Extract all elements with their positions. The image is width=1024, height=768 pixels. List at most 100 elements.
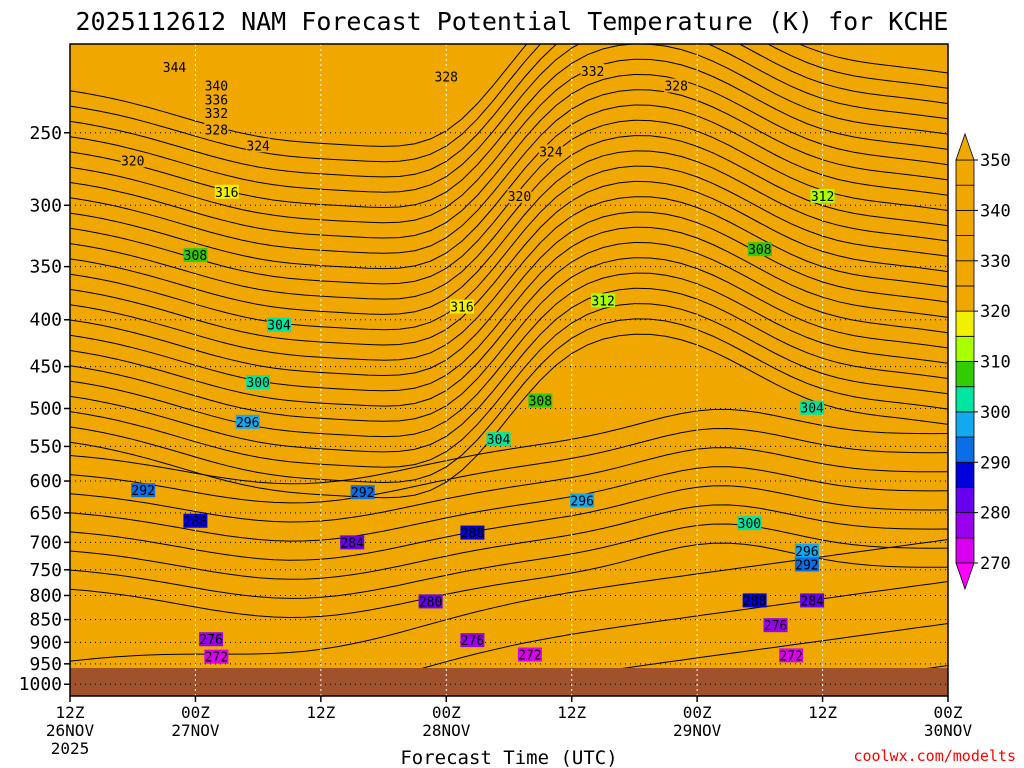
- ground-layer: [70, 668, 948, 696]
- x-tick-label-5-0: 00Z: [683, 703, 712, 722]
- contour-label-bg: [162, 60, 187, 75]
- contour-label-316: 316: [215, 186, 238, 201]
- isentrope-308k: [70, 272, 948, 438]
- contour-label-bg: [742, 593, 767, 608]
- contour-label-340: 340: [205, 80, 228, 95]
- x-tick-label-6-0: 12Z: [808, 703, 837, 722]
- colorbar-label-280: 280: [980, 504, 1011, 524]
- isentrope-332k: [70, 89, 948, 254]
- contour-label-bg: [350, 485, 375, 500]
- isentrope-310k: [70, 257, 948, 422]
- colorbar-label-300: 300: [980, 403, 1011, 423]
- contour-label-272: 272: [205, 651, 228, 666]
- contour-label-284: 284: [800, 594, 824, 609]
- contour-label-bg: [183, 248, 208, 263]
- colorbar-seg-345: [955, 159, 975, 186]
- contour-label-304: 304: [800, 402, 824, 417]
- colorbar-label-320: 320: [980, 302, 1011, 322]
- y-tick-label-800: 800: [29, 585, 62, 606]
- colorbar-seg-270: [955, 537, 975, 564]
- contour-label-336: 336: [205, 94, 228, 109]
- x-tick-label-5-1: 29NOV: [673, 721, 722, 740]
- contour-label-288: 288: [184, 515, 207, 530]
- contour-label-bg: [580, 63, 605, 78]
- contour-label-bg: [183, 513, 208, 528]
- isentrope-298k: [70, 408, 948, 485]
- contour-label-312: 312: [811, 190, 834, 205]
- contour-label-bg: [434, 69, 459, 84]
- contour-label-312: 312: [591, 294, 614, 309]
- contour-label-324: 324: [246, 139, 270, 154]
- contour-label-bg: [120, 153, 145, 168]
- contour-label-bg: [794, 557, 819, 572]
- x-axis-title: Forecast Time (UTC): [400, 747, 617, 768]
- contour-label-316: 316: [450, 301, 473, 316]
- colorbar-label-290: 290: [980, 453, 1011, 473]
- contour-label-bg: [204, 106, 229, 121]
- contour-label-328: 328: [664, 80, 687, 95]
- chart-title: 2025112612 NAM Forecast Potential Temper…: [76, 7, 949, 36]
- colorbar-seg-280: [955, 487, 975, 514]
- isentrope-294k: [70, 447, 948, 523]
- isentrope-328k: [70, 119, 948, 285]
- isentrope-326k: [70, 135, 948, 300]
- contour-label-300: 300: [246, 376, 269, 391]
- contour-label-288: 288: [743, 594, 766, 609]
- y-tick-label-400: 400: [29, 310, 62, 331]
- isentrope-316k: [70, 211, 948, 377]
- colorbar-seg-320: [955, 285, 975, 312]
- isentrope-292k: [70, 466, 948, 542]
- x-tick-label-2-0: 12Z: [306, 703, 335, 722]
- contour-label-bg: [538, 144, 563, 159]
- contour-label-bg: [507, 188, 532, 203]
- contour-label-bg: [246, 138, 271, 153]
- y-tick-label-250: 250: [29, 123, 62, 144]
- colorbar-seg-290: [955, 436, 975, 463]
- y-tick-label-700: 700: [29, 532, 62, 553]
- x-tick-label-4-0: 12Z: [557, 703, 586, 722]
- contour-label-bg: [199, 632, 224, 647]
- temperature-bands: [70, 44, 948, 696]
- contour-label-bg: [800, 400, 825, 415]
- source-credit: coolwx.com/modelts: [853, 747, 1016, 765]
- contour-label-bg: [246, 375, 271, 390]
- colorbar-seg-330: [955, 235, 975, 262]
- contour-label-288: 288: [461, 527, 484, 542]
- y-tick-label-900: 900: [29, 632, 62, 653]
- contour-label-296: 296: [570, 494, 593, 509]
- contour-label-308: 308: [529, 394, 552, 409]
- contour-label-276: 276: [199, 633, 222, 648]
- contour-label-bg: [235, 414, 260, 429]
- colorbar-label-310: 310: [980, 353, 1011, 373]
- x-tick-label-1-1: 27NOV: [171, 721, 220, 740]
- isentrope-318k: [70, 196, 948, 361]
- colorbar-label-350: 350: [980, 151, 1011, 171]
- isentrope-286k: [70, 523, 948, 599]
- contour-label-308: 308: [184, 249, 207, 264]
- contour-label-328: 328: [435, 70, 458, 85]
- contour-label-bg: [131, 483, 156, 498]
- contour-label-bg: [204, 78, 229, 93]
- contour-label-272: 272: [518, 649, 541, 664]
- isentrope-330k: [70, 104, 948, 270]
- contour-labels: 3443403363323283243203163083043002962922…: [120, 60, 835, 666]
- x-tick-label-0-0: 12Z: [56, 703, 85, 722]
- contour-label-296: 296: [795, 545, 818, 560]
- y-tick-label-550: 550: [29, 436, 62, 457]
- contour-label-344: 344: [163, 61, 187, 76]
- contour-label-320: 320: [121, 154, 144, 169]
- isentrope-342k: [70, 44, 948, 178]
- x-tick-label-0-2: 2025: [51, 739, 90, 758]
- contour-label-276: 276: [764, 619, 787, 634]
- colorbar-seg-340: [955, 184, 975, 211]
- contour-label-276: 276: [461, 634, 484, 649]
- contour-label-304: 304: [267, 319, 291, 334]
- contour-label-296: 296: [236, 416, 259, 431]
- isentrope-324k: [70, 150, 948, 315]
- contour-label-bg: [737, 516, 762, 531]
- contour-label-bg: [449, 299, 474, 314]
- plot-frame: [69, 43, 949, 697]
- contour-label-bg: [204, 649, 229, 664]
- grid-lines: [70, 44, 948, 696]
